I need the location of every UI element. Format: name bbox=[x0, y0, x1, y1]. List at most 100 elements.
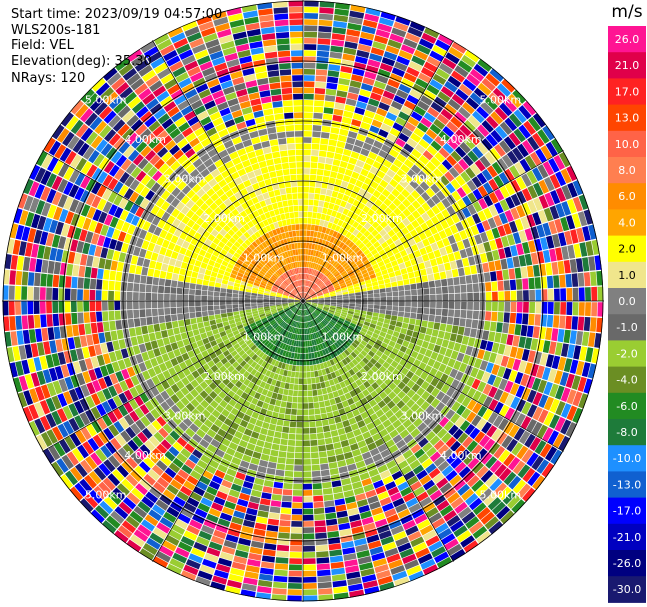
velocity-gate bbox=[140, 111, 153, 123]
velocity-gate bbox=[344, 246, 351, 253]
velocity-gate bbox=[297, 242, 301, 249]
velocity-gate bbox=[391, 27, 407, 38]
velocity-gate bbox=[312, 206, 318, 213]
velocity-gate bbox=[268, 455, 278, 463]
velocity-gate bbox=[295, 440, 303, 447]
velocity-gate bbox=[298, 286, 301, 293]
velocity-gate bbox=[338, 227, 345, 234]
velocity-gate bbox=[293, 255, 297, 262]
velocity-gate bbox=[362, 238, 370, 245]
velocity-gate bbox=[158, 278, 166, 286]
velocity-gate bbox=[360, 83, 373, 92]
velocity-gate bbox=[289, 276, 294, 283]
velocity-gate bbox=[298, 255, 301, 261]
velocity-gate bbox=[350, 263, 358, 269]
velocity-gate bbox=[209, 242, 218, 250]
velocity-gate bbox=[329, 292, 336, 296]
velocity-gate bbox=[258, 84, 270, 92]
velocity-gate bbox=[329, 555, 344, 563]
velocity-gate bbox=[478, 198, 488, 210]
velocity-gate bbox=[356, 224, 364, 232]
velocity-gate bbox=[311, 294, 317, 298]
velocity-gate bbox=[318, 265, 323, 272]
velocity-gate bbox=[396, 193, 406, 203]
velocity-gate bbox=[336, 295, 343, 298]
velocity-gate bbox=[290, 292, 296, 296]
velocity-gate bbox=[200, 137, 212, 148]
velocity-gate bbox=[328, 265, 334, 272]
velocity-gate bbox=[370, 277, 378, 283]
velocity-gate bbox=[506, 257, 514, 269]
velocity-gate bbox=[485, 291, 492, 301]
velocity-gate bbox=[441, 278, 448, 287]
velocity-gate bbox=[312, 284, 317, 289]
velocity-gate bbox=[188, 228, 197, 237]
velocity-gate bbox=[133, 292, 139, 301]
velocity-gate bbox=[352, 236, 359, 244]
velocity-gate bbox=[248, 243, 256, 251]
velocity-gate bbox=[336, 297, 343, 300]
velocity-gate bbox=[294, 268, 298, 275]
velocity-gate bbox=[283, 293, 289, 297]
velocity-gate bbox=[283, 483, 293, 490]
velocity-gate bbox=[495, 125, 508, 139]
velocity-gate bbox=[408, 238, 416, 247]
velocity-gate bbox=[444, 103, 457, 116]
velocity-gate bbox=[297, 274, 300, 280]
velocity-gate bbox=[299, 372, 303, 378]
velocity-gate bbox=[167, 106, 180, 118]
velocity-gate bbox=[170, 287, 177, 294]
velocity-gate bbox=[421, 202, 431, 212]
velocity-gate bbox=[196, 317, 203, 323]
velocity-gate bbox=[377, 23, 392, 33]
velocity-gate bbox=[498, 212, 509, 225]
velocity-gate bbox=[336, 292, 343, 296]
velocity-gate bbox=[236, 121, 247, 130]
velocity-gate bbox=[300, 286, 302, 292]
velocity-gate bbox=[364, 71, 377, 80]
velocity-gate bbox=[140, 198, 150, 209]
velocity-gate bbox=[296, 295, 301, 300]
velocity-gate bbox=[331, 279, 338, 284]
velocity-gate bbox=[457, 60, 473, 73]
velocity-gate bbox=[431, 205, 441, 215]
velocity-gate bbox=[323, 494, 334, 501]
velocity-gate bbox=[344, 142, 354, 151]
velocity-gate bbox=[178, 170, 189, 180]
velocity-gate bbox=[334, 416, 342, 424]
velocity-gate bbox=[292, 290, 297, 295]
velocity-gate bbox=[263, 302, 270, 305]
velocity-gate bbox=[303, 378, 307, 385]
velocity-gate bbox=[159, 322, 167, 331]
velocity-gate bbox=[104, 214, 114, 226]
velocity-gate bbox=[363, 191, 372, 200]
velocity-gate bbox=[227, 220, 235, 229]
velocity-gate bbox=[344, 41, 358, 50]
velocity-gate bbox=[150, 182, 161, 193]
velocity-gate bbox=[308, 396, 314, 403]
velocity-gate bbox=[209, 84, 222, 94]
velocity-gate bbox=[211, 153, 221, 163]
velocity-gate bbox=[205, 225, 214, 234]
velocity-gate bbox=[140, 40, 156, 54]
velocity-gate bbox=[296, 421, 303, 428]
velocity-gate bbox=[139, 128, 152, 141]
velocity-gate bbox=[337, 278, 344, 283]
velocity-gate bbox=[289, 212, 295, 219]
velocity-gate bbox=[274, 282, 280, 287]
velocity-gate bbox=[180, 205, 190, 215]
velocity-gate bbox=[177, 221, 186, 231]
velocity-gate bbox=[290, 377, 295, 384]
velocity-gate bbox=[548, 220, 558, 235]
velocity-gate bbox=[202, 316, 209, 322]
velocity-gate bbox=[281, 87, 293, 95]
velocity-gate bbox=[181, 143, 192, 154]
velocity-gate bbox=[257, 413, 266, 422]
velocity-gate bbox=[197, 132, 209, 142]
velocity-gate bbox=[103, 321, 110, 332]
velocity-gate bbox=[342, 194, 350, 202]
velocity-gate bbox=[80, 254, 88, 266]
velocity-gate bbox=[406, 94, 420, 105]
velocity-gate bbox=[218, 74, 232, 84]
velocity-gate bbox=[266, 467, 276, 475]
